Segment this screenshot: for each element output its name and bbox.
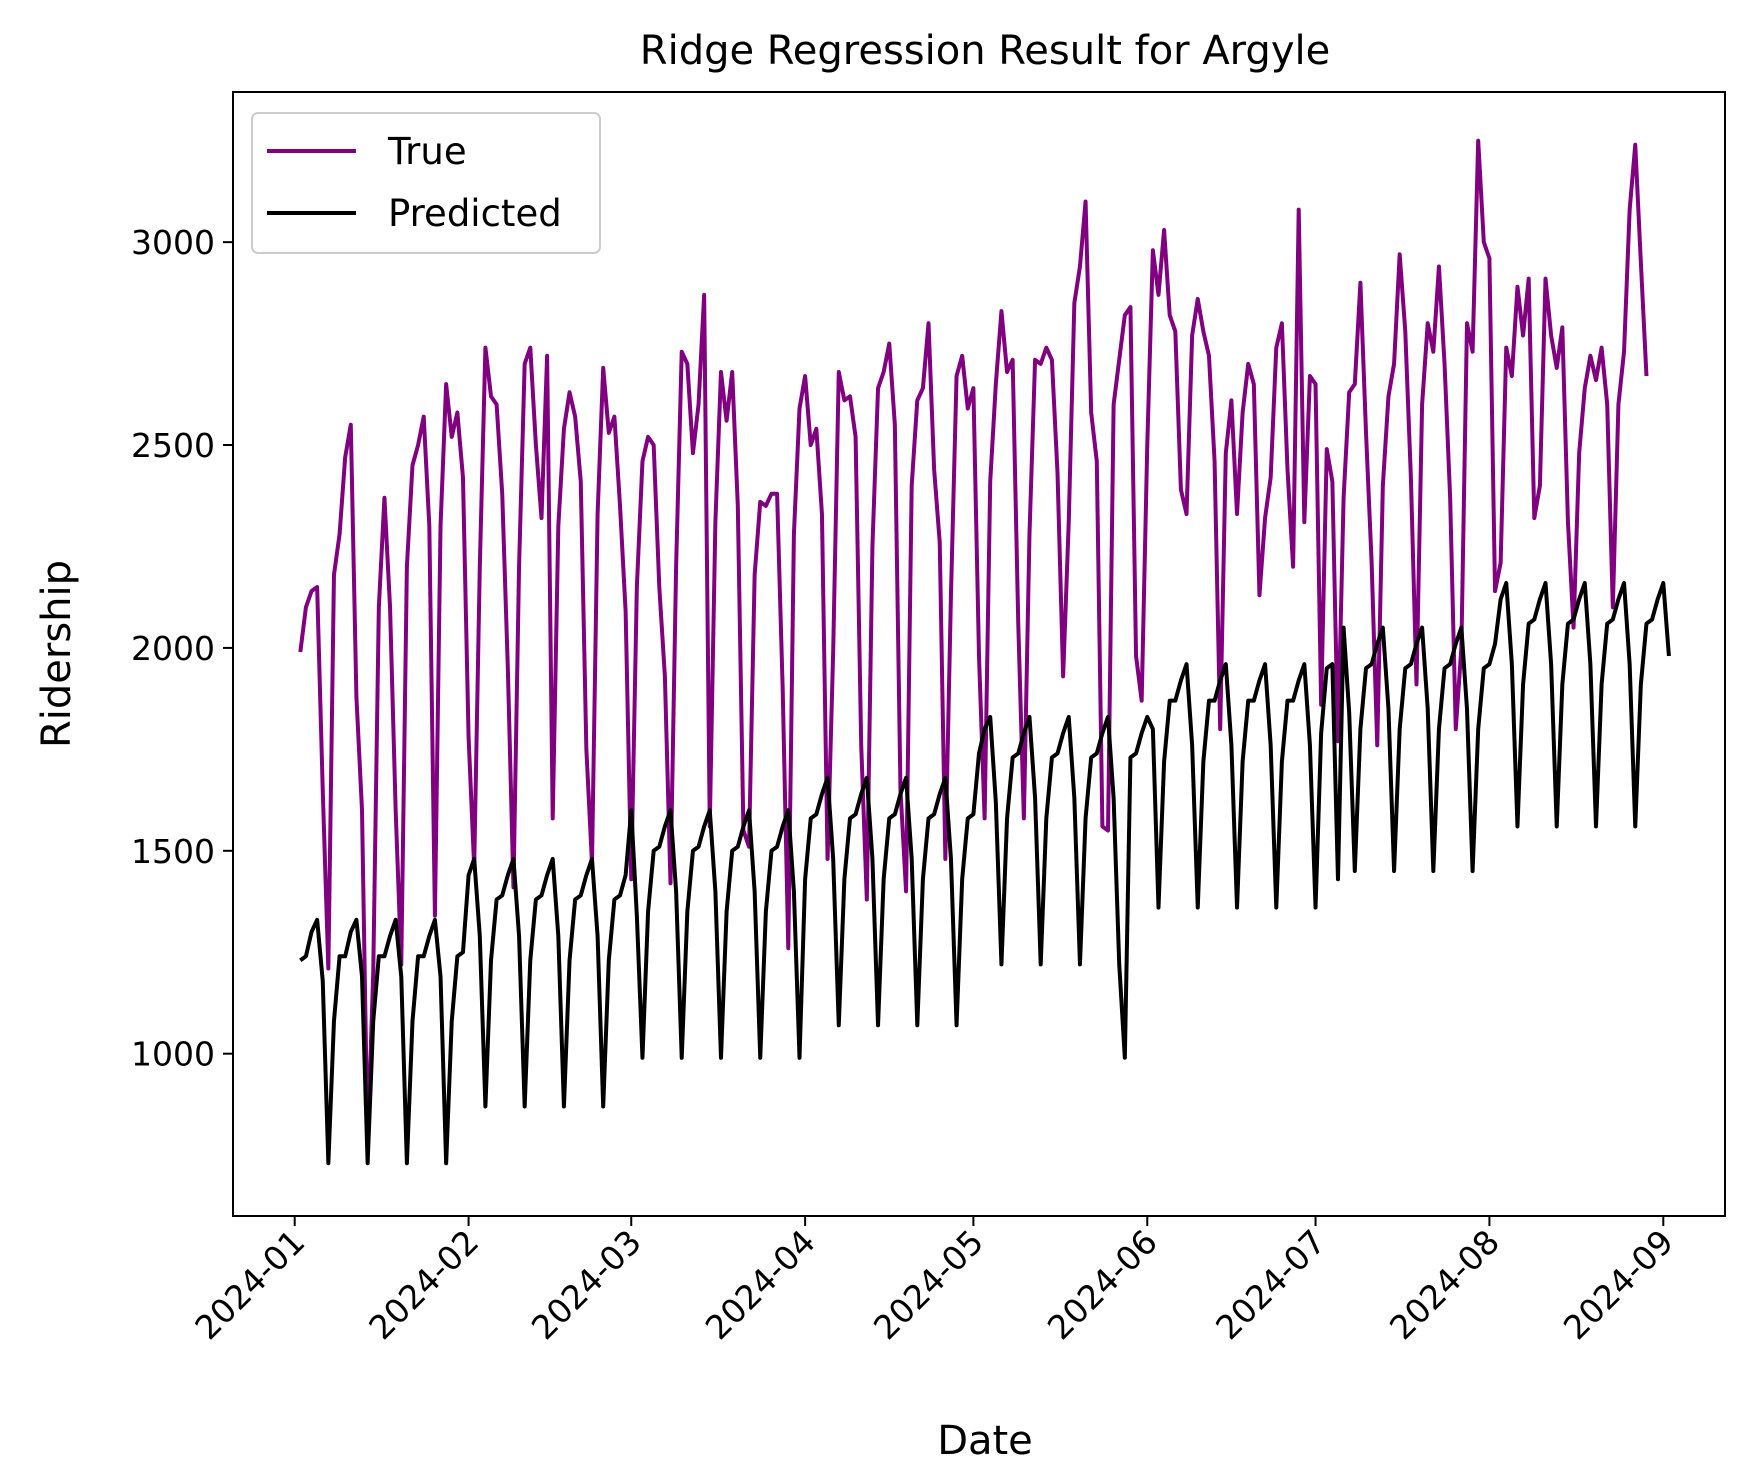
x-axis-label: Date [937, 1418, 1033, 1464]
y-tick-label: 1500 [131, 832, 215, 871]
series-layer [298, 138, 1671, 1166]
legend-label-true: True [387, 130, 467, 173]
y-tick-label: 1000 [131, 1035, 215, 1074]
y-tick-label: 2500 [131, 426, 215, 465]
chart-title: Ridge Regression Result for Argyle [640, 28, 1330, 74]
series-line-true [298, 138, 1649, 1150]
legend-label-predicted: Predicted [388, 192, 562, 235]
legend-box [251, 112, 601, 254]
y-tick-label: 2000 [131, 629, 215, 668]
y-axis: 1000 1500 2000 2500 3000 [131, 223, 233, 1074]
plot-frame [232, 91, 1726, 1217]
y-tick-label: 3000 [131, 223, 215, 262]
y-axis-label: Ridership [34, 560, 80, 748]
legend: True Predicted [251, 112, 601, 254]
series-line-predicted [299, 580, 1671, 1166]
